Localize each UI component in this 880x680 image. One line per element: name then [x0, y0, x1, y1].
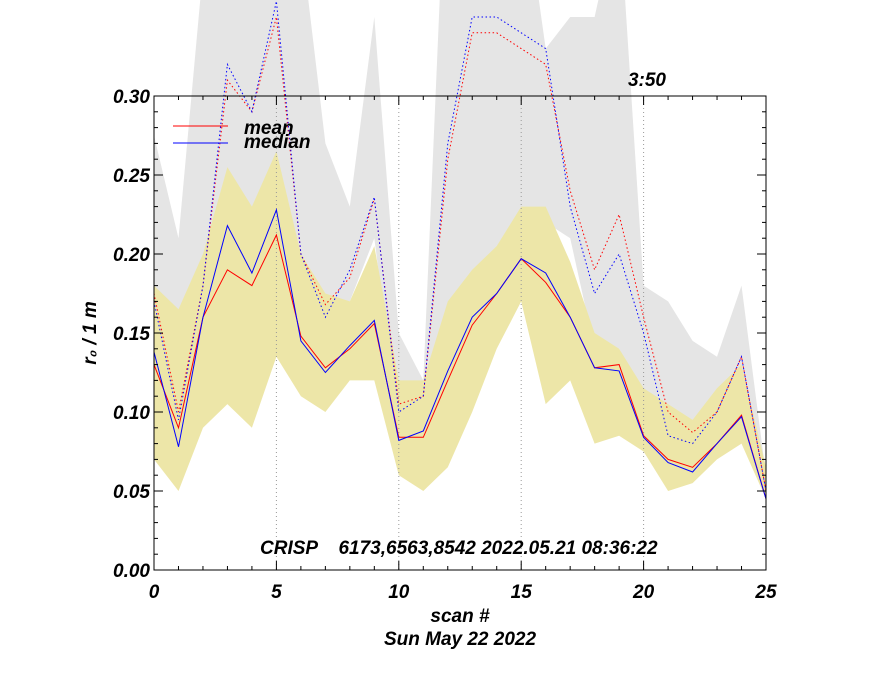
chart-title-partial: 3:50: [628, 70, 666, 91]
y-tick-label-2: 0.10: [113, 403, 150, 424]
crisp-annotation: CRISP 6173,6563,8542 2022.05.21 08:36:22: [260, 538, 658, 559]
y-tick-label-5: 0.25: [113, 166, 150, 187]
y-axis-label: r₀ / 1 m: [80, 301, 101, 365]
date-label: Sun May 22 2022: [384, 629, 537, 650]
y-tick-label-4: 0.20: [113, 245, 150, 266]
y-tick-label-6: 0.30: [113, 87, 150, 108]
series-median: [154, 207, 766, 500]
x-tick-label-15: 15: [511, 582, 533, 603]
x-tick-label-0: 0: [149, 582, 160, 603]
axis-tick-labels: 0 5 10 15 20 25 0.00 0.05 0.10 0.15 0.20 0.25 0.30: [113, 87, 777, 603]
y-tick-label-3: 0.15: [113, 324, 150, 345]
y-tick-label-0: 0.00: [113, 561, 150, 582]
series-median-upper: [153, 1, 767, 492]
series-lines: [154, 207, 766, 500]
yellow-band: [154, 151, 766, 499]
legend: mean median: [173, 118, 311, 153]
legend-mean-label: mean: [244, 118, 294, 139]
x-tick-label-25: 25: [754, 582, 777, 603]
x-tick-label-20: 20: [632, 582, 655, 603]
gray-band: [154, 0, 766, 499]
x-axis-label: scan #: [430, 606, 490, 627]
x-tick-label-10: 10: [388, 582, 410, 603]
legend-median-label: median: [244, 132, 311, 153]
axis-ticks: [153, 95, 767, 571]
y-tick-label-1: 0.05: [113, 482, 150, 503]
series-mean: [154, 233, 766, 500]
uncertainty-bands: [154, 0, 766, 499]
x-tick-label-5: 5: [271, 582, 282, 603]
